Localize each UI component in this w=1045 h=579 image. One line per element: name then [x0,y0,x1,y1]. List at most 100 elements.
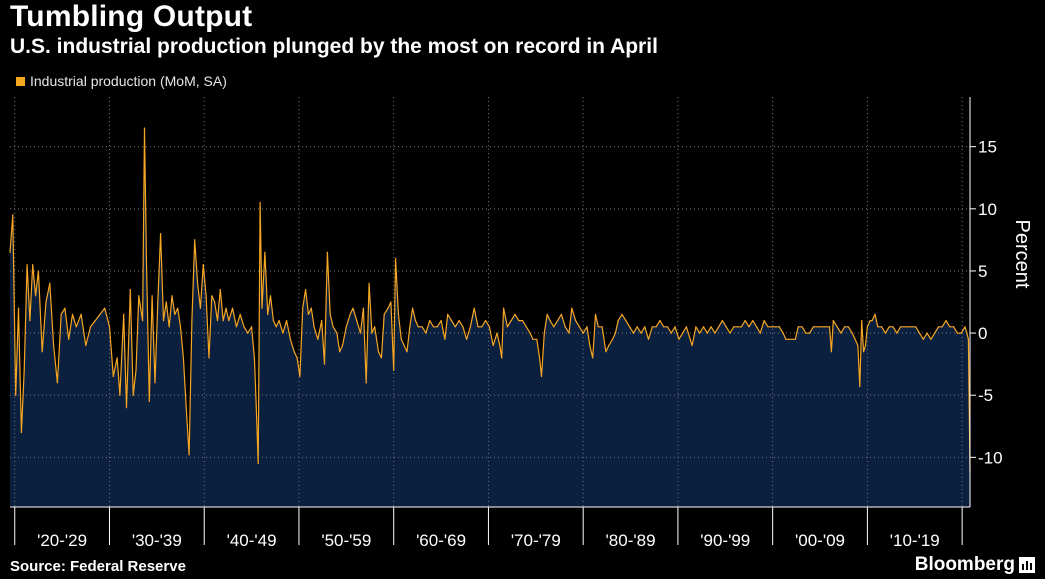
data-point [718,326,720,328]
data-point [601,326,603,328]
data-point [400,338,402,340]
data-point [805,332,807,334]
data-point [557,320,559,322]
legend: Industrial production (MoM, SA) [16,73,227,89]
data-point [854,338,856,340]
data-point [752,320,754,322]
data-point [323,363,326,365]
y-tick-label: -10 [978,448,1003,467]
data-point [94,320,96,322]
data-point [915,326,917,328]
data-point [421,326,423,328]
data-point [454,326,456,328]
data-point [211,295,213,297]
data-point [216,320,219,322]
data-point [785,338,787,340]
data-point [104,307,106,309]
data-point [492,344,494,347]
data-point [310,307,312,309]
data-point [269,295,272,297]
data-point [71,313,74,315]
data-point [828,326,831,328]
data-point [15,394,17,396]
data-point [286,320,288,322]
data-point [729,332,731,334]
data-point [412,307,414,309]
bloomberg-bars-icon [1019,557,1035,573]
data-point [450,320,453,322]
data-point [546,313,548,315]
data-point [383,313,385,315]
data-point [699,332,701,334]
data-point [432,326,435,328]
data-point [488,326,490,328]
data-point [377,351,380,353]
data-point [393,369,395,371]
data-point [278,320,280,322]
data-point [903,326,905,328]
data-point [605,351,607,353]
data-point [345,326,347,328]
data-point [816,326,818,328]
data-point [179,326,182,328]
data-point [503,307,505,309]
data-point [185,407,187,409]
data-point [247,332,249,334]
data-point [714,332,716,334]
data-point [17,307,20,309]
data-point [202,264,204,266]
data-point [767,326,769,328]
data-point [937,326,940,328]
data-point [267,313,269,315]
data-point [496,332,498,334]
data-point [56,382,59,384]
data-point [869,320,871,322]
data-point [763,320,765,322]
source-note: Source: Federal Reserve [10,558,186,575]
data-point [332,326,334,328]
data-point [473,307,475,309]
data-point [864,344,867,347]
data-point [674,326,676,328]
data-point [174,313,176,315]
data-point [9,251,11,253]
data-point [836,326,838,328]
data-point [706,332,708,334]
data-point [272,320,274,322]
data-point [702,326,705,328]
data-point [941,326,943,328]
data-point [966,332,968,334]
data-point [264,251,266,253]
data-point [594,313,597,315]
data-point [123,313,125,315]
data-point [85,344,87,347]
data-point [261,307,263,309]
data-point [881,326,883,328]
data-point [99,313,101,315]
x-tick-label: '70-'79 [511,531,561,550]
data-point [214,301,216,303]
data-point [964,326,966,328]
data-point [41,351,43,353]
data-point [844,326,846,328]
data-point [371,332,373,334]
data-point [440,320,442,322]
data-point [380,357,382,359]
data-point [911,326,913,328]
legend-swatch [16,76,25,86]
data-point [143,127,146,129]
data-point [37,270,40,272]
data-point [429,320,431,322]
data-point [611,338,614,340]
data-point [625,320,627,322]
data-point [305,289,307,291]
data-point [108,326,111,328]
data-point [425,332,427,334]
data-point [884,332,887,334]
y-tick-label: 5 [978,262,987,281]
data-point [659,320,661,322]
data-point [444,338,446,340]
data-point [737,326,739,328]
data-point [663,326,665,328]
data-point [406,351,408,353]
